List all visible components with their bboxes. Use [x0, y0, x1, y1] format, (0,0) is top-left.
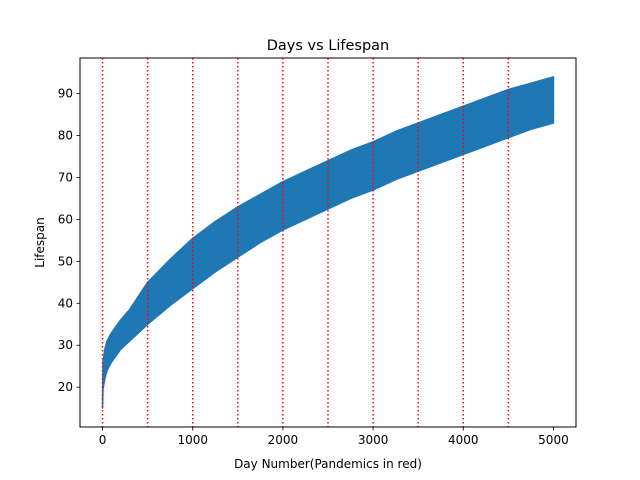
x-tick-label: 3000: [358, 433, 389, 447]
x-tick-label: 1000: [177, 433, 208, 447]
y-tick-label: 80: [58, 129, 73, 143]
lifespan-band-series-0: [101, 76, 555, 409]
pandemic-lines: [101, 58, 510, 427]
y-tick-label: 90: [58, 87, 73, 101]
y-axis: 20 30 40 50 60 70 80 90: [58, 87, 80, 394]
plot-area: [101, 76, 555, 409]
plot-frame: [79, 57, 577, 428]
y-tick-label: 70: [58, 171, 73, 185]
x-tick-label: 2000: [268, 433, 299, 447]
x-axis-label: Day Number(Pandemics in red): [234, 457, 422, 471]
y-tick-label: 60: [58, 212, 73, 226]
x-tick-label: 4000: [448, 433, 479, 447]
y-axis-label: Lifespan: [33, 217, 47, 267]
chart-title: Days vs Lifespan: [267, 38, 390, 54]
y-tick-label: 30: [58, 338, 73, 352]
y-tick-label: 40: [58, 296, 73, 310]
x-tick-label: 5000: [538, 433, 569, 447]
x-tick-label: 0: [99, 433, 107, 447]
y-tick-label: 50: [58, 254, 73, 268]
x-axis: 0 1000 2000 3000 4000 5000: [99, 427, 569, 447]
y-tick-label: 20: [58, 380, 73, 394]
